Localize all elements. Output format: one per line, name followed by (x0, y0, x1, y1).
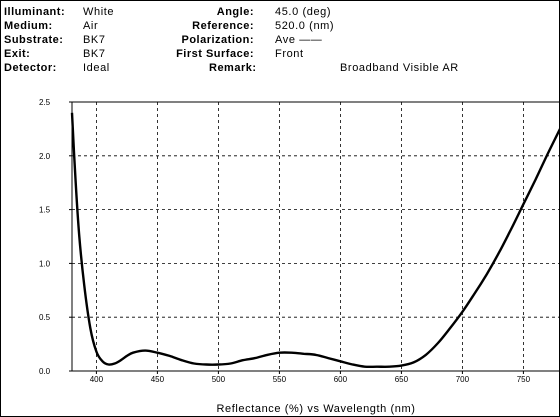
grid (72, 102, 560, 371)
substrate-label: Substrate: (4, 34, 64, 46)
medium-value: Air (83, 20, 99, 32)
x-tick-label: 500 (212, 375, 226, 384)
polarization-value: Ave —— (275, 34, 323, 46)
x-tick-label: 750 (517, 375, 531, 384)
y-tick-label: 0.0 (39, 367, 51, 376)
x-tick-label: 650 (395, 375, 409, 384)
tick-labels: 400 450 500 550 600 650 700 750 0.0 0.5 1.0 1.5 2.0 2… (39, 98, 531, 384)
detector-value: Ideal (83, 62, 110, 74)
x-tick-label: 600 (334, 375, 348, 384)
reflectance-curve (70, 112, 560, 369)
x-tick-label: 700 (456, 375, 470, 384)
remark-value: Broadband Visible AR (340, 62, 459, 74)
y-tick-label: 0.5 (39, 313, 51, 322)
exit-value: BK7 (83, 48, 106, 60)
y-tick-label: 2.5 (39, 98, 51, 107)
medium-label: Medium: (4, 20, 53, 32)
angle-label: Angle: (216, 6, 254, 18)
x-tick-label: 550 (273, 375, 287, 384)
illuminant-label: Illuminant: (4, 6, 66, 18)
polarization-label: Polarization: (181, 34, 254, 46)
y-tick-label: 2.0 (39, 152, 51, 161)
first-surface-value: Front (275, 48, 304, 60)
y-tick-label: 1.5 (39, 206, 51, 215)
x-tick-label: 400 (90, 375, 104, 384)
detector-label: Detector: (4, 62, 57, 74)
remark-label: Remark: (209, 62, 257, 74)
substrate-value: BK7 (83, 34, 106, 46)
y-tick-label: 1.0 (39, 259, 51, 268)
angle-value: 45.0 (deg) (275, 6, 332, 18)
x-tick-label: 450 (151, 375, 165, 384)
reference-label: Reference: (192, 20, 254, 32)
illuminant-value: White (83, 6, 115, 18)
x-axis-title: Reflectance (%) vs Wavelength (nm) (216, 403, 415, 415)
first-surface-label: First Surface: (176, 48, 254, 60)
exit-label: Exit: (4, 48, 31, 60)
reference-value: 520.0 (nm) (275, 20, 335, 32)
